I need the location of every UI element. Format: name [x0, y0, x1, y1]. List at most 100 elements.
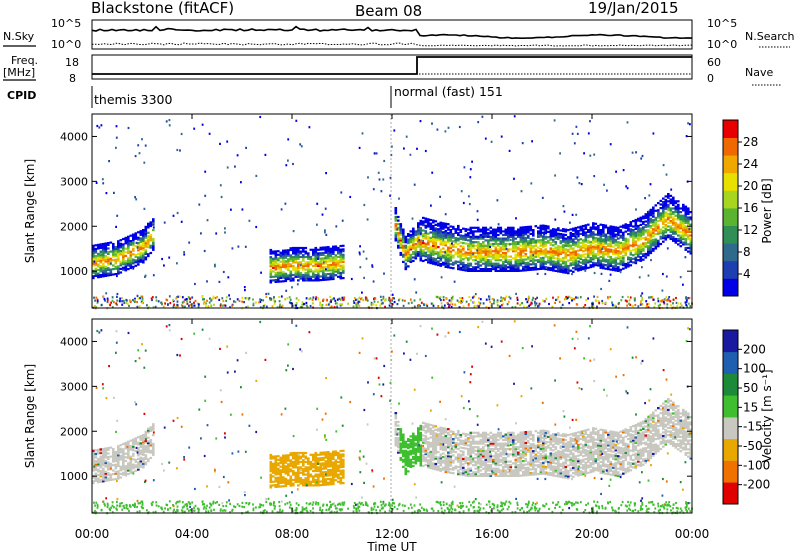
power-cell — [487, 259, 490, 262]
power-cell — [299, 252, 303, 255]
power-cell — [334, 265, 338, 268]
power-cell — [147, 226, 150, 229]
power-cell — [587, 245, 590, 248]
power-cell — [424, 221, 428, 224]
power-cell — [519, 226, 523, 229]
power-cell — [667, 194, 670, 197]
power-cell — [96, 124, 99, 128]
velocity-cell — [304, 460, 308, 464]
power-cell — [292, 248, 295, 251]
power-cell — [459, 248, 463, 251]
power-cell — [474, 251, 478, 255]
power-cell — [539, 248, 543, 251]
power-cell — [262, 299, 265, 302]
power-cell — [559, 242, 563, 245]
power-cell — [512, 257, 515, 260]
power-cell — [647, 232, 650, 235]
power-cell — [342, 255, 345, 258]
power-cell — [527, 258, 530, 261]
power-cell — [324, 276, 328, 279]
velocity-cell — [414, 442, 418, 445]
power-cell — [132, 249, 135, 252]
power-cell — [357, 302, 359, 305]
power-cell — [519, 262, 523, 265]
power-cell — [152, 218, 155, 221]
power-cell — [317, 273, 320, 277]
power-cell — [507, 300, 510, 303]
power-cell — [309, 277, 313, 280]
power-cell — [277, 268, 280, 271]
power-cell — [507, 255, 510, 258]
velocity-cell — [144, 457, 148, 460]
power-cell — [334, 263, 338, 266]
velocity-cell — [342, 460, 345, 463]
power-cell — [527, 267, 530, 270]
velocity-cell — [109, 455, 113, 458]
power-cell — [672, 237, 675, 241]
velocity-cell — [339, 457, 343, 460]
power-cell — [572, 243, 575, 246]
power-cell — [432, 241, 435, 244]
power-cell — [642, 222, 645, 225]
power-cell — [297, 272, 300, 275]
power-cell — [604, 253, 608, 256]
power-cell — [329, 272, 333, 275]
power-cell — [494, 253, 498, 256]
power-cell — [134, 264, 138, 267]
power-cell — [419, 234, 423, 237]
power-cell — [549, 267, 553, 270]
power-cell — [644, 213, 648, 216]
power-cell — [412, 242, 415, 245]
velocity-cell — [97, 473, 100, 477]
power-cell — [353, 301, 356, 304]
power-cell — [114, 246, 118, 249]
velocity-cell — [104, 454, 108, 457]
power-cell — [322, 246, 325, 249]
power-cell — [567, 264, 570, 268]
power-cell — [279, 303, 281, 306]
power-cell — [292, 255, 295, 259]
power-cell — [287, 277, 290, 281]
velocity-cell — [339, 476, 343, 479]
power-cell — [652, 224, 655, 227]
power-cell — [327, 276, 330, 279]
power-cell — [373, 300, 376, 303]
velocity-cell — [324, 451, 328, 454]
power-cell — [507, 239, 510, 242]
power-cell — [542, 267, 545, 270]
power-cell — [557, 270, 560, 273]
power-cell — [617, 232, 620, 235]
power-cell — [527, 261, 530, 264]
velocity-cell — [412, 448, 415, 451]
power-cell — [684, 221, 688, 224]
velocity-cell — [299, 480, 303, 483]
power-cell — [137, 263, 140, 266]
velocity-cell — [97, 479, 100, 482]
velocity-cell — [414, 455, 418, 458]
velocity-cell — [114, 452, 118, 455]
power-cell — [624, 262, 628, 266]
power-cell — [532, 257, 535, 260]
velocity-cell — [134, 464, 138, 467]
power-cell — [431, 171, 434, 174]
power-cell — [507, 233, 510, 237]
power-cell — [609, 263, 613, 266]
power-cell — [432, 259, 435, 262]
velocity-cell — [274, 462, 278, 465]
velocity-cell — [424, 458, 428, 461]
velocity-cell — [397, 440, 400, 443]
velocity-cell — [409, 453, 413, 456]
velocity-cell — [404, 471, 408, 474]
power-cell — [617, 246, 620, 249]
velocity-cell — [127, 469, 130, 472]
power-cell — [297, 279, 300, 282]
velocity-cell — [312, 455, 315, 458]
velocity-cell — [114, 460, 118, 463]
power-cell — [469, 168, 472, 171]
power-cell — [668, 296, 671, 299]
power-cell — [399, 237, 403, 240]
power-cell — [639, 303, 642, 306]
power-cell — [207, 305, 210, 308]
power-cell — [499, 232, 503, 235]
power-cell — [524, 227, 528, 230]
